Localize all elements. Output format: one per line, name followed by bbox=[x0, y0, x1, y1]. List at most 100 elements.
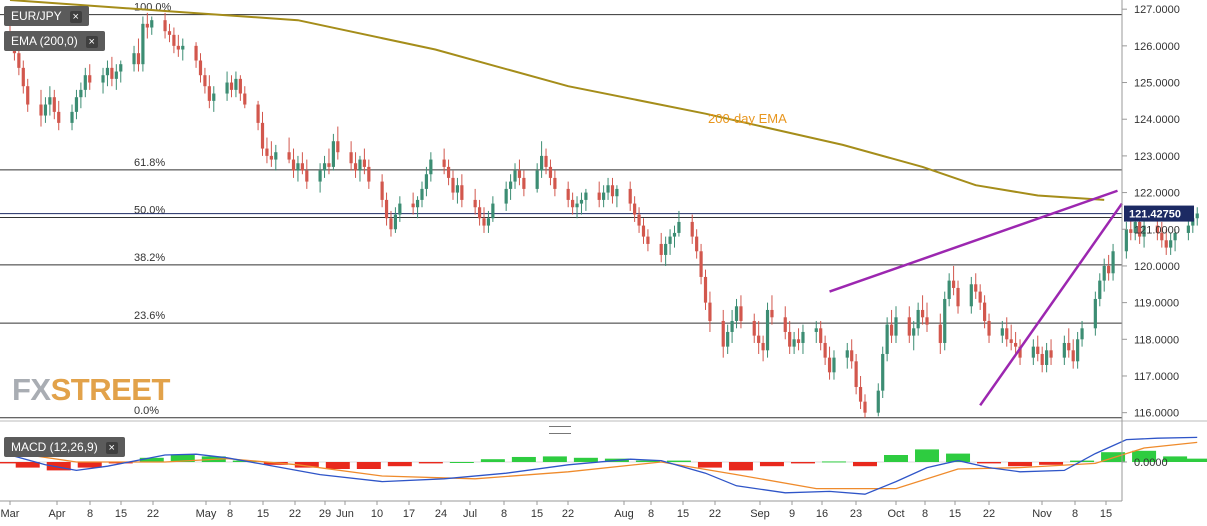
x-tick-label: 15 bbox=[949, 508, 961, 520]
macd-histogram-bar bbox=[573, 457, 598, 462]
candle-body bbox=[442, 159, 446, 167]
macd-histogram-bar bbox=[884, 455, 908, 462]
x-tick-label: 8 bbox=[648, 508, 654, 520]
candle-body bbox=[832, 357, 836, 373]
ema-200-line bbox=[9, 0, 1105, 201]
pane-resize-handle[interactable] bbox=[549, 426, 571, 434]
x-tick-label: 15 bbox=[115, 508, 127, 520]
fxstreet-logo: FXSTREET bbox=[12, 372, 170, 408]
candle-body bbox=[327, 163, 331, 167]
candle-body bbox=[615, 188, 619, 197]
candle-body bbox=[730, 320, 734, 332]
candle-body bbox=[827, 357, 832, 373]
candle-body bbox=[672, 232, 677, 237]
y-tick-label: 122.0000 bbox=[1134, 188, 1180, 200]
candle-body bbox=[699, 251, 703, 277]
candle-body bbox=[508, 181, 513, 189]
candle-body bbox=[473, 199, 477, 208]
macd-histogram-bar bbox=[759, 462, 784, 467]
candle-body bbox=[1142, 225, 1146, 237]
candle-body bbox=[566, 188, 570, 200]
candle-body bbox=[446, 166, 451, 178]
candle-body bbox=[300, 163, 304, 171]
indicator-tag[interactable]: EMA (200,0) × bbox=[4, 31, 105, 51]
macd-histogram-bar bbox=[1132, 450, 1157, 462]
x-tick-label: Jul bbox=[463, 508, 477, 520]
macd-histogram-bar bbox=[790, 462, 815, 464]
macd-histogram-bar bbox=[1185, 458, 1207, 462]
fib-level-label: 0.0% bbox=[134, 405, 159, 417]
candle-body bbox=[172, 34, 176, 46]
x-tick-label: 22 bbox=[709, 508, 721, 520]
candle-body bbox=[274, 152, 278, 160]
y-tick-label: 116.0000 bbox=[1134, 408, 1179, 420]
candle-body bbox=[389, 218, 393, 230]
close-icon[interactable]: × bbox=[105, 442, 118, 454]
x-tick-label: Apr bbox=[48, 508, 65, 520]
trend-line-lower bbox=[979, 202, 1123, 407]
x-tick-label: Nov bbox=[1032, 508, 1052, 520]
candle-body bbox=[132, 53, 136, 65]
candle-body bbox=[548, 166, 553, 178]
candle-body bbox=[1155, 225, 1159, 233]
candle-body bbox=[1186, 225, 1190, 233]
candle-body bbox=[1036, 346, 1040, 354]
candle-body bbox=[287, 152, 291, 160]
trend-line-upper bbox=[829, 189, 1118, 293]
candle-body bbox=[26, 86, 30, 105]
candle-body bbox=[176, 45, 180, 50]
candle-body bbox=[641, 225, 646, 237]
y-tick-label: 123.0000 bbox=[1134, 151, 1180, 163]
x-tick-label: 9 bbox=[789, 508, 795, 520]
logo-part-fx: FX bbox=[12, 372, 51, 407]
candle-body bbox=[659, 243, 663, 255]
candle-body bbox=[907, 317, 911, 336]
candle-body bbox=[783, 317, 787, 332]
candle-body bbox=[1049, 350, 1053, 358]
candle-body bbox=[1071, 350, 1075, 362]
candle-body bbox=[260, 122, 265, 149]
macd-histogram-bar bbox=[139, 457, 164, 462]
candle-body bbox=[788, 331, 792, 347]
candle-body bbox=[584, 192, 588, 200]
candle-body bbox=[1173, 232, 1177, 241]
y-tick-label: 118.0000 bbox=[1134, 334, 1179, 346]
symbol-tag[interactable]: EUR/JPY × bbox=[4, 6, 89, 26]
macd-tag[interactable]: MACD (12,26,9) × bbox=[4, 437, 125, 457]
close-icon[interactable]: × bbox=[85, 36, 98, 48]
candle-body bbox=[269, 155, 273, 160]
macd-histogram-bar bbox=[46, 462, 71, 471]
candle-body bbox=[540, 155, 544, 171]
candle-body bbox=[491, 203, 495, 219]
symbol-label: EUR/JPY bbox=[11, 9, 62, 23]
y-tick-label: 124.0000 bbox=[1134, 114, 1180, 126]
candle-body bbox=[1129, 229, 1133, 233]
candle-body bbox=[504, 188, 508, 204]
x-tick-label: 22 bbox=[289, 508, 301, 520]
candle-body bbox=[1040, 353, 1044, 365]
candle-body bbox=[105, 67, 110, 76]
candle-body bbox=[114, 71, 118, 79]
close-icon[interactable]: × bbox=[69, 11, 82, 23]
candle-body bbox=[43, 104, 48, 116]
candle-body bbox=[212, 93, 216, 101]
fib-level-label: 61.8% bbox=[134, 157, 165, 169]
candle-body bbox=[1138, 221, 1142, 237]
candle-body bbox=[39, 104, 43, 116]
candle-body bbox=[1018, 346, 1022, 358]
candle-body bbox=[411, 203, 415, 208]
x-tick-label: 8 bbox=[922, 508, 928, 520]
y-tick-label: 126.0000 bbox=[1134, 41, 1180, 53]
candle-body bbox=[429, 159, 433, 175]
candle-body bbox=[597, 192, 601, 200]
macd-histogram-bar bbox=[977, 462, 1002, 464]
candle-body bbox=[74, 97, 79, 112]
candle-body bbox=[1014, 342, 1018, 347]
candle-body bbox=[814, 328, 818, 332]
macd-histogram-bar bbox=[915, 449, 940, 462]
macd-line bbox=[9, 436, 1198, 495]
candle-body bbox=[296, 163, 300, 171]
candle-body bbox=[141, 23, 145, 65]
candle-body bbox=[575, 203, 579, 208]
candle-body bbox=[522, 177, 526, 189]
